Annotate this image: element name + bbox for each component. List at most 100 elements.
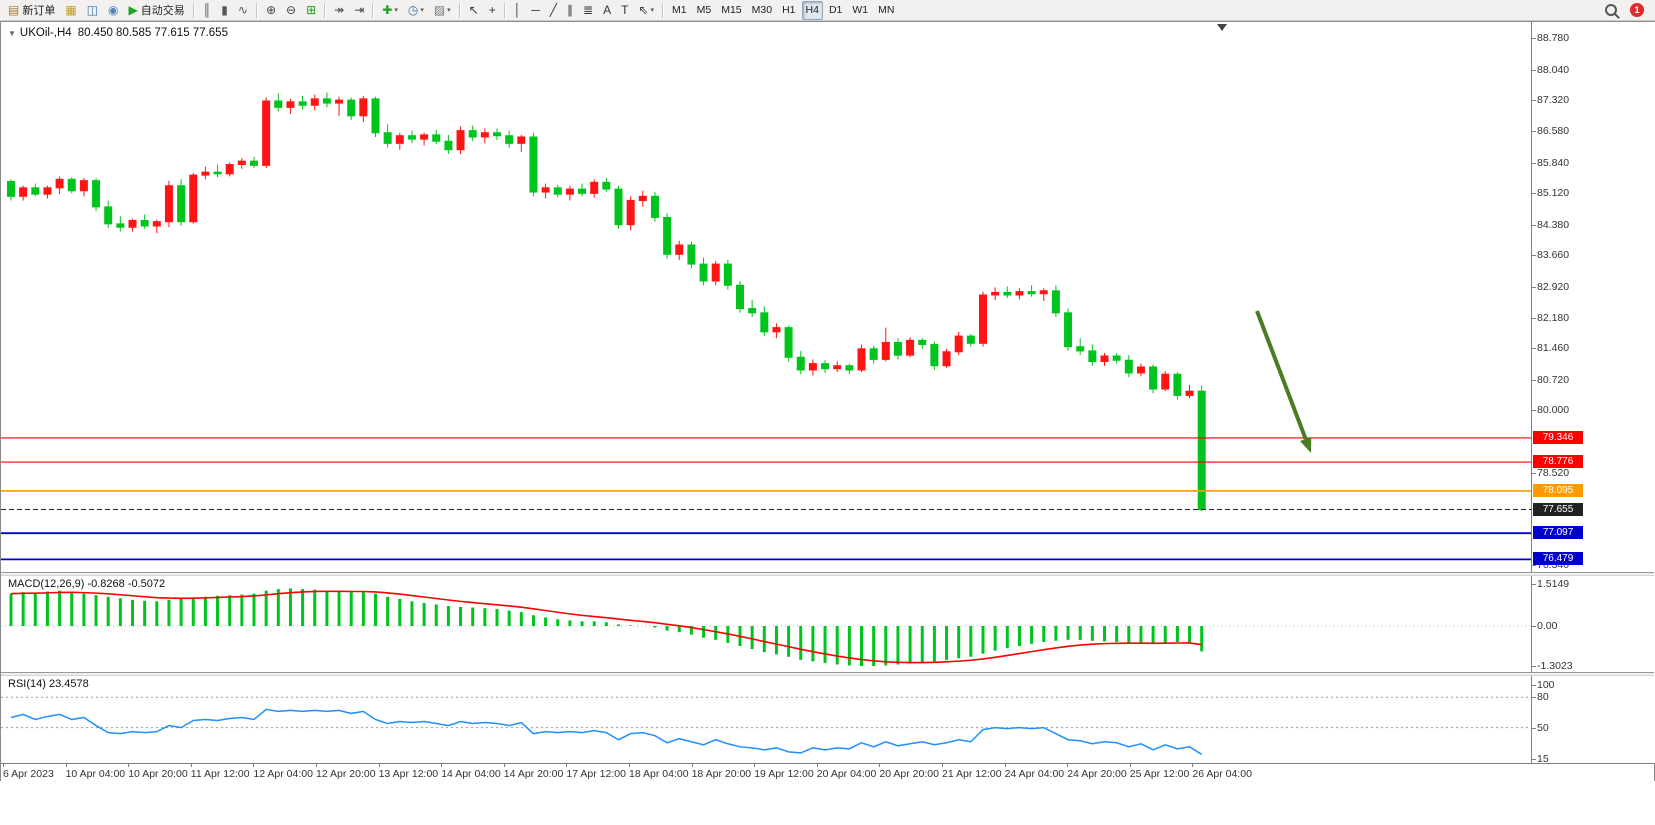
price-axis-label: 85.840 xyxy=(1537,156,1570,169)
time-tick xyxy=(629,764,630,767)
time-axis-label: 21 Apr 12:00 xyxy=(942,768,1002,780)
autotrade-button-label: 自动交易 xyxy=(140,5,185,17)
crosshair-button[interactable]: + xyxy=(485,1,500,20)
time-tick xyxy=(128,764,130,767)
price-axis-label: 80.000 xyxy=(1537,404,1570,417)
timeframe-mn[interactable]: MN xyxy=(874,1,898,20)
time-tick xyxy=(190,764,192,767)
macd-layer xyxy=(1,588,1532,667)
candlestick-chart-icon: ▮ xyxy=(221,2,228,17)
chart-shift-marker-icon[interactable] xyxy=(1217,24,1227,31)
zoom-in-button[interactable]: ⊕ xyxy=(262,1,280,20)
chart-window[interactable]: ▼ UKOil-,H4 80.450 80.585 77.615 77.655 MA… xyxy=(0,21,1655,781)
price-badge: 77.655 xyxy=(1533,502,1583,516)
tile-windows-button[interactable]: ⊞ xyxy=(302,1,320,20)
price-axis-label: 86.580 xyxy=(1537,125,1570,138)
timeframe-d1[interactable]: D1 xyxy=(825,1,846,20)
vertical-line-button[interactable]: │ xyxy=(510,1,526,20)
toolbar-groups: ▤ 新订单 ▦ ◫ ◉ ▶ 自动交易 ║ ▮ ∿ ⊕ ⊖ ⊞ ↠ ⇥ ✚ ▾ ◷ ▾ ▨ ▾ ↖ + │ ─ ╱ ∥ ≣ A T ⇖ ▾ M1 M… xyxy=(3,0,899,20)
auto-scroll-button[interactable]: ↠ xyxy=(330,1,348,20)
rsi-axis-label: 50 xyxy=(1537,721,1549,734)
bar-chart-button[interactable]: ║ xyxy=(199,1,216,20)
time-axis-label: 14 Apr 04:00 xyxy=(441,768,501,780)
chart-title: ▼ UKOil-,H4 80.450 80.585 77.615 77.655 xyxy=(8,27,228,39)
axis-tick xyxy=(1532,410,1536,412)
indicators-button[interactable]: ✚ ▾ xyxy=(378,1,402,20)
time-axis-label: 20 Apr 04:00 xyxy=(816,768,877,780)
timeframe-h1[interactable]: H1 xyxy=(778,1,799,20)
autotrade-button[interactable]: ▶ 自动交易 xyxy=(125,1,189,20)
axis-tick xyxy=(1532,224,1536,226)
charts-button[interactable]: ▦ xyxy=(61,1,80,20)
macd-signal-line xyxy=(10,590,1202,664)
timeframe-m15-label: M15 xyxy=(721,4,742,16)
timeframe-h4[interactable]: H4 xyxy=(801,0,823,20)
trendline-icon: ╱ xyxy=(549,2,558,17)
rsi-layer xyxy=(1,696,1532,756)
timeframe-h4-label: H4 xyxy=(805,4,819,16)
macd-axis-label: -1.3023 xyxy=(1537,660,1573,673)
pane-splitter-macd[interactable] xyxy=(1,572,1654,576)
time-axis-label: 14 Apr 20:00 xyxy=(503,768,564,780)
fibonacci-button[interactable]: ≣ xyxy=(579,1,597,20)
time-tick xyxy=(253,764,255,767)
pane-splitter-rsi[interactable] xyxy=(1,672,1654,676)
price-scale[interactable]: 88.780 88.040 87.320 86.580 85.840 85.120 84.3… xyxy=(1531,22,1655,765)
cursor-icon: ↖ xyxy=(468,2,479,17)
cursor-button[interactable]: ↖ xyxy=(465,1,483,20)
autotrade-play-icon: ▶ xyxy=(128,2,138,17)
horizontal-lines-layer[interactable] xyxy=(1,437,1532,561)
price-axis-label: 78.520 xyxy=(1537,466,1570,479)
shapes-button[interactable]: ⇖ ▾ xyxy=(634,1,658,20)
time-tick xyxy=(879,764,881,767)
trendline-button[interactable]: ╱ xyxy=(546,1,561,20)
signals-button[interactable]: ◉ xyxy=(104,1,122,20)
timeframe-m1[interactable]: M1 xyxy=(668,1,691,20)
chart-plot-area[interactable] xyxy=(1,22,1654,763)
periods-button[interactable]: ◷ ▾ xyxy=(404,1,428,20)
price-axis-label: 82.920 xyxy=(1537,280,1570,293)
text-button[interactable]: A xyxy=(599,1,615,20)
time-axis[interactable]: 6 Apr 2023 10 Apr 04:00 10 Apr 20:00 11 Apr… xyxy=(1,763,1654,781)
macd-axis-label: 1.5149 xyxy=(1537,578,1570,590)
horizontal-line-button[interactable]: ─ xyxy=(527,1,544,20)
axis-tick xyxy=(1532,286,1536,288)
timeframe-m5[interactable]: M5 xyxy=(693,1,716,20)
candlestick-chart-button[interactable]: ▮ xyxy=(217,1,232,20)
new-order-icon: ▤ xyxy=(8,2,20,17)
notification-badge[interactable]: 1 xyxy=(1630,3,1644,17)
new-order-button[interactable]: ▤ 新订单 xyxy=(4,1,59,20)
channel-button[interactable]: ∥ xyxy=(563,1,577,20)
zoom-in-icon: ⊕ xyxy=(265,2,276,17)
chevron-down-icon: ▾ xyxy=(394,7,398,14)
vertical-line-icon: │ xyxy=(513,2,522,17)
time-axis-label: 10 Apr 20:00 xyxy=(128,768,188,780)
search-button[interactable] xyxy=(1601,1,1621,20)
arrows-icon: ⇖ xyxy=(638,2,649,17)
timeframe-mn-label: MN xyxy=(878,4,895,16)
timeframe-m30[interactable]: M30 xyxy=(748,1,776,20)
time-axis-label: 18 Apr 04:00 xyxy=(629,768,689,780)
time-tick xyxy=(691,764,693,767)
indicators-plus-icon: ✚ xyxy=(382,2,393,17)
zoom-out-button[interactable]: ⊖ xyxy=(282,1,300,20)
time-axis-label: 25 Apr 12:00 xyxy=(1129,768,1190,780)
axis-tick xyxy=(1532,317,1536,319)
toolbar-separator xyxy=(503,2,506,18)
templates-button[interactable]: ▨ ▾ xyxy=(430,1,455,20)
trend-arrow[interactable] xyxy=(1255,310,1312,453)
toolbar-separator xyxy=(662,2,665,18)
time-axis-label: 17 Apr 12:00 xyxy=(566,768,626,780)
price-axis-label: 82.180 xyxy=(1537,311,1570,324)
one-click-trading-collapse-icon[interactable]: ▼ xyxy=(8,29,16,38)
chart-shift-button[interactable]: ⇥ xyxy=(350,1,368,20)
text-icon: A xyxy=(603,2,612,17)
timeframe-w1[interactable]: W1 xyxy=(848,1,872,20)
time-tick xyxy=(503,764,505,767)
profiles-button[interactable]: ◫ xyxy=(83,1,102,20)
text-label-button[interactable]: T xyxy=(617,1,632,20)
zoom-out-icon: ⊖ xyxy=(286,2,297,17)
timeframe-m15[interactable]: M15 xyxy=(717,1,745,20)
line-chart-button[interactable]: ∿ xyxy=(234,1,252,20)
axis-tick xyxy=(1532,697,1536,699)
